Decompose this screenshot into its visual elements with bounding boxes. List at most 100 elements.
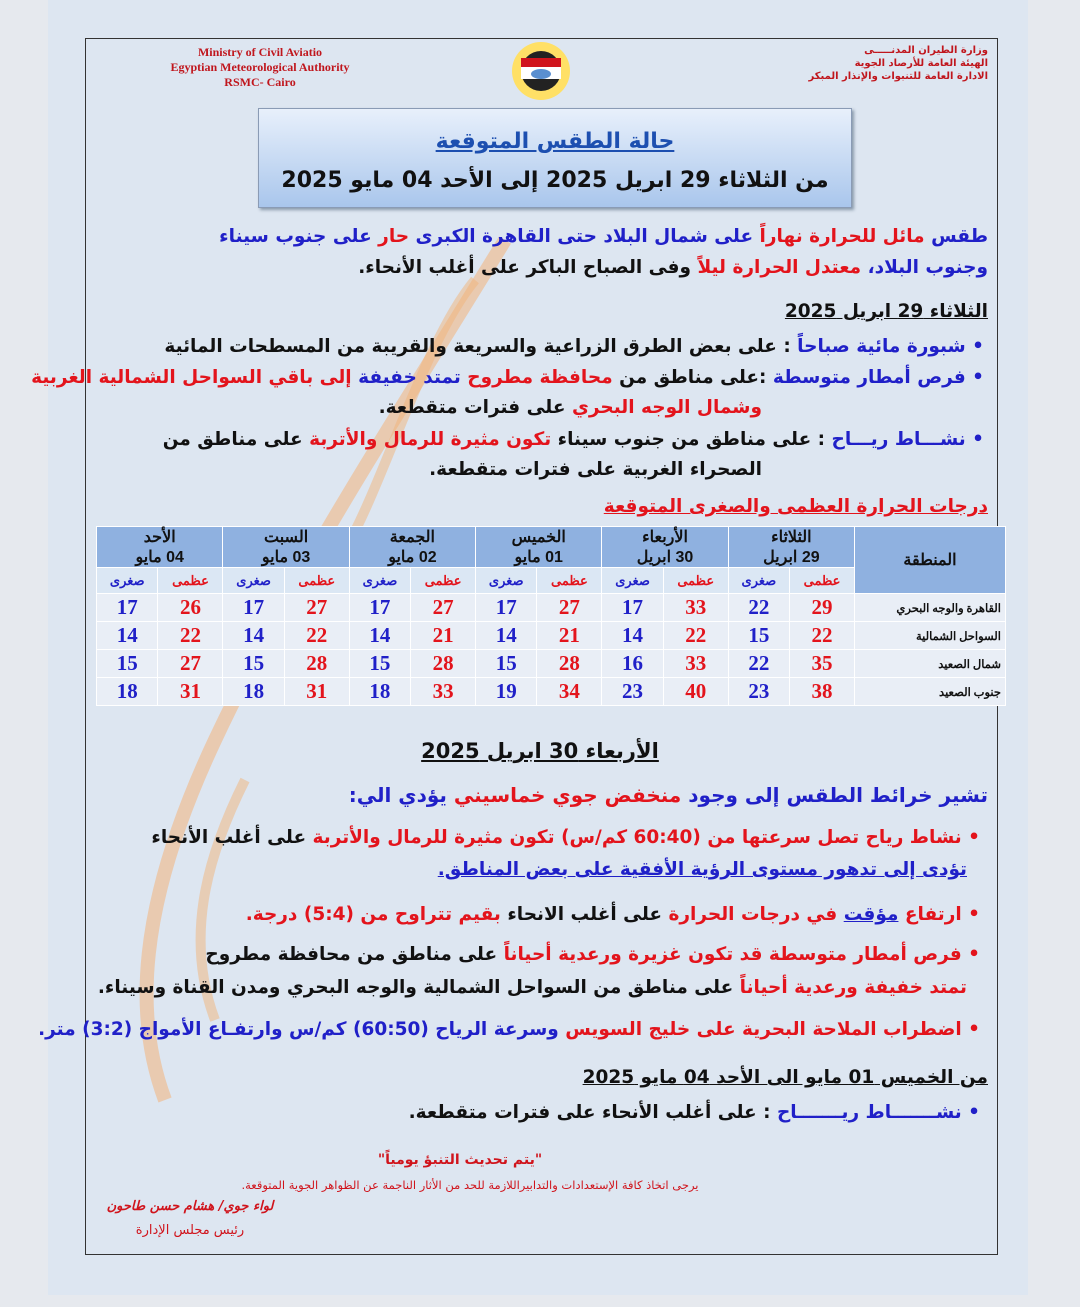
max-temp: 33 (410, 677, 477, 706)
day-header: السبت 03 مايو (222, 526, 350, 568)
text-segment: محافظة مطروح (460, 367, 613, 388)
min-temp: 22 (727, 593, 791, 622)
text-segment: مؤقت (843, 904, 899, 925)
ministry-name: Ministry of Civil Aviatio (197, 45, 323, 59)
title-box: حالة الطقس المتوقعة من الثلاثاء 29 ابريل… (258, 108, 852, 208)
day-name: السبت (264, 529, 309, 546)
min-temp: 15 (95, 649, 159, 678)
text-segment: • (965, 367, 984, 388)
thursday-line: • نشـــــــاط ريـــــــاح : على أغلب الأ… (409, 1098, 980, 1128)
text-segment: فرص أمطار متوسطة قد تكون غزيرة ورعدية أح… (497, 944, 962, 965)
min-label: صغرى (601, 567, 664, 594)
max-label: عظمى (536, 567, 603, 594)
tuesday-line: الصحراء الغربية على فترات متقطعة. (429, 455, 762, 485)
summary-line: طقس مائل للحرارة نهاراً على شمال البلاد … (219, 222, 988, 252)
text-segment: على جنوب سيناء (219, 226, 372, 247)
max-temp: 26 (157, 593, 224, 622)
text-segment: وجنوب البلاد، (861, 257, 988, 278)
text-segment: في درجات الحرارة (662, 904, 844, 925)
text-segment: على فترات متقطعة. (378, 397, 566, 418)
min-label: صغرى (348, 567, 412, 594)
day-name: الثلاثاء (771, 529, 812, 546)
min-temp: 18 (348, 677, 412, 706)
day-date: 30 ابريل (636, 549, 694, 566)
authority-name: Egyptian Meteorological Authority (170, 60, 350, 74)
wednesday-line: تمتد خفيفة ورعدية أحياناً على مناطق من ا… (98, 973, 967, 1003)
day-name: الأحد (143, 529, 176, 546)
min-temp: 16 (601, 649, 664, 678)
text-segment: • (961, 1102, 980, 1123)
text-segment: منخفض جوي خماسيني (446, 783, 682, 807)
text-segment: • (965, 336, 984, 357)
max-temp: 28 (536, 649, 603, 678)
tuesday-heading: الثلاثاء 29 ابريل 2025 (784, 301, 988, 322)
min-temp: 15 (348, 649, 412, 678)
day-header: الجمعة 02 مايو (348, 526, 477, 568)
signatory-title: رئيس مجلس الإدارة (135, 1223, 245, 1238)
temperature-table: المنطقة الثلاثاء 29 ابريل الأربعاء 30 ابريل ا… (95, 526, 1006, 706)
min-temp: 17 (348, 593, 412, 622)
table-row: القاهرة والوجه البحري 29 22 33 17 27 17 27 17 27 1… (95, 593, 1006, 622)
max-label: عظمى (662, 567, 729, 594)
text-segment: وسرعة الرياح (60:50) كم/س وارتفـاع الأمو… (38, 1019, 559, 1040)
text-segment: :على مناطق من (612, 367, 767, 388)
forecast-range: من الثلاثاء 29 ابريل 2025 إلى الأحد 04 م… (281, 168, 829, 193)
min-label: صغرى (475, 567, 538, 594)
day-header: الأربعاء 30 ابريل (601, 526, 729, 568)
min-label: صغرى (222, 567, 285, 594)
max-temp: 22 (662, 621, 729, 650)
text-segment: معتدل الحرارة ليلاً (691, 257, 862, 278)
center-name: RSMC- Cairo (224, 75, 296, 89)
thursday-heading: من الخميس 01 مايو الى الأحد 04 مايو 2025 (582, 1067, 988, 1088)
max-temp: 33 (662, 593, 729, 622)
tuesday-line: وشمال الوجه البحري على فترات متقطعة. (379, 393, 762, 423)
min-temp: 17 (95, 593, 159, 622)
max-label: عظمى (283, 567, 350, 594)
max-temp: 29 (789, 593, 855, 622)
page-title: حالة الطقس المتوقعة (435, 129, 675, 154)
text-segment: • (961, 827, 980, 848)
text-segment: تمتد خفيفة (351, 367, 461, 388)
min-temp: 14 (348, 621, 412, 650)
min-temp: 23 (727, 677, 791, 706)
tuesday-line: • نشـــاط ريـــاح : على مناطق من جنوب سي… (163, 425, 984, 455)
wednesday-intro: تشير خرائط الطقس إلى وجود منخفض جوي خماس… (349, 780, 988, 810)
day-name: الخميس (511, 529, 566, 546)
max-temp: 34 (536, 677, 603, 706)
table-row: السواحل الشمالية 22 15 22 14 21 14 21 14 22 14 22 14 (95, 621, 1006, 650)
text-segment: ارتفاع (898, 904, 962, 925)
min-temp: 17 (601, 593, 664, 622)
min-temp: 15 (475, 649, 538, 678)
text-segment: : على أغلب الأنحاء على فترات متقطعة. (408, 1102, 771, 1123)
text-segment: على مناطق من (162, 429, 303, 450)
text-segment: نشـــــــاط ريـــــــاح (770, 1102, 962, 1123)
update-note: "يتم تحديث التنبؤ يومياً" (377, 1152, 543, 1168)
authority-name-ar: الهيئة العامة للأرصاد الجوية (854, 58, 988, 69)
text-segment: : على بعض الطرق الزراعية والسريعة والقري… (164, 336, 791, 357)
text-segment: حار (371, 226, 410, 247)
region-name: السواحل الشمالية (854, 621, 1006, 650)
ministry-name-ar: وزارة الطيران المدنـــــى (864, 45, 988, 56)
table-row: جنوب الصعيد 38 23 40 23 34 19 33 18 31 18 31 18 (95, 677, 1006, 706)
day-name: الجمعة (389, 529, 435, 546)
max-temp: 31 (157, 677, 224, 706)
advice-note: يرجى اتخاذ كافة الإستعدادات والتدابيرالل… (241, 1178, 699, 1192)
max-temp: 21 (410, 621, 477, 650)
day-name: الأربعاء (642, 529, 688, 546)
day-header: الخميس 01 مايو (475, 526, 603, 568)
min-label: صغرى (95, 567, 159, 594)
min-temp: 18 (95, 677, 159, 706)
english-header: Ministry of Civil Aviatio Egyptian Meteo… (130, 45, 390, 90)
signatory-name: لواء جوي/ هشام حسن طاحون (106, 1199, 274, 1214)
text-segment: وفى الصباح الباكر على أغلب الأنحاء. (358, 257, 692, 278)
region-header: المنطقة (854, 526, 1006, 594)
max-temp: 22 (789, 621, 855, 650)
text-segment: شبورة مائية صباحاً (790, 336, 966, 357)
text-segment: تؤدى إلى تدهور مستوى الرؤية الأفقية على … (437, 859, 967, 880)
max-temp: 38 (789, 677, 855, 706)
wednesday-line: • اضطراب الملاحة البحرية على خليج السويس… (38, 1015, 980, 1045)
min-temp: 14 (95, 621, 159, 650)
min-temp: 15 (222, 649, 285, 678)
arabic-header: وزارة الطيران المدنـــــى الهيئة العامة … (809, 44, 989, 83)
region-name: القاهرة والوجه البحري (854, 593, 1006, 622)
